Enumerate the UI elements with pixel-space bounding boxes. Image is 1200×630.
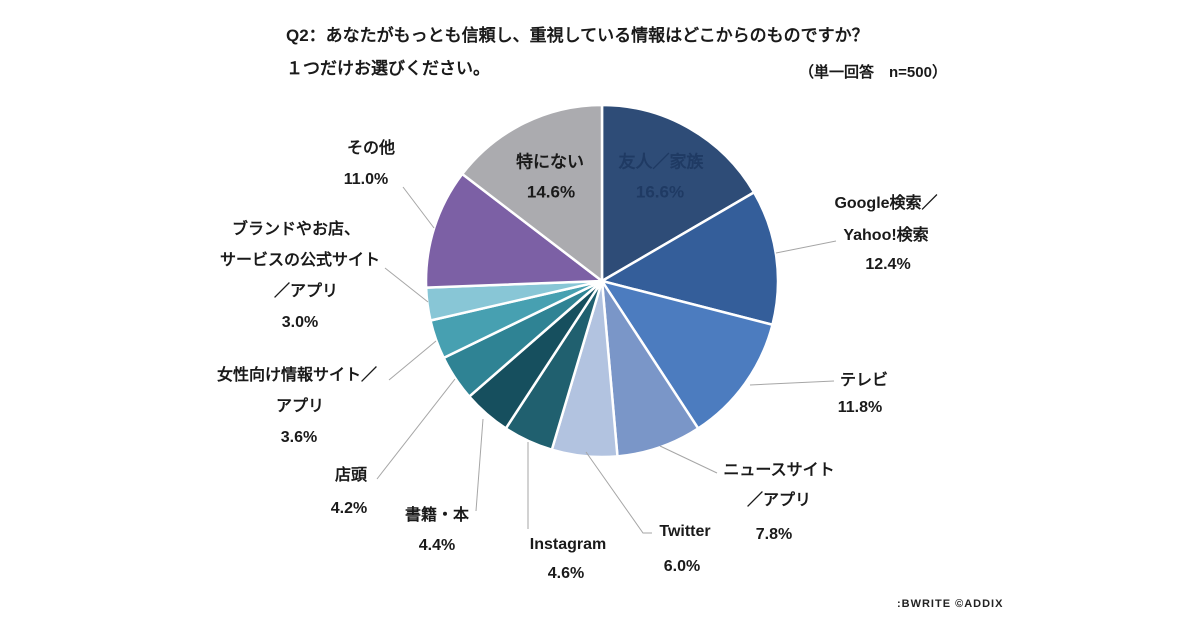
pie-label-4-line-0: Twitter	[659, 523, 711, 540]
pie-label-8-line-1: アプリ	[275, 398, 325, 415]
leader-line-10	[402, 186, 435, 229]
pie-label-7-line-1: 4.2%	[330, 500, 368, 517]
leader-line-4	[585, 451, 652, 534]
pie-label-6-line-0: 書籍・本	[404, 507, 470, 524]
pie-label-1-line-2: 12.4%	[865, 256, 911, 273]
pie-label-3-line-1: ／アプリ	[746, 492, 812, 509]
pie-slice-0	[600, 103, 756, 283]
pie-label-6-line-1: 4.4%	[418, 537, 456, 554]
pie-label-0-line-1: 16.6%	[635, 182, 685, 202]
leader-line-7	[376, 378, 456, 480]
pie-label-1-line-0: Google検索／	[834, 195, 938, 212]
pie-label-7-line-0: 店頭	[334, 467, 368, 484]
pie-label-9-line-1: サービスの公式サイト	[219, 252, 381, 269]
pie-label-9-line-0: ブランドやお店、	[231, 221, 361, 238]
pie-label-10-line-1: 11.0%	[343, 171, 389, 188]
pie-label-8-line-0: 女性向け情報サイト／	[216, 367, 378, 384]
leader-line-1	[775, 240, 837, 254]
chart-title-line-2: １つだけお選びください。	[286, 59, 490, 78]
source-credit: :BWRITE ©ADDIX	[897, 598, 1004, 610]
pie-label-3-line-0: ニュースサイト	[723, 462, 835, 479]
leader-line-8	[388, 340, 437, 381]
pie-slice-11	[461, 103, 604, 283]
pie-label-10-line-0: その他	[346, 140, 396, 157]
pie-label-4-line-1: 6.0%	[663, 558, 701, 575]
leader-line-6	[475, 418, 484, 512]
pie-label-11-line-1: 14.6%	[526, 182, 576, 202]
leader-line-2	[749, 380, 835, 386]
pie-label-0-line-0: 友人／家族	[618, 152, 704, 172]
pie-label-2-line-0: テレビ	[839, 372, 889, 389]
pie-label-11-line-0: 特にない	[516, 152, 584, 172]
leader-line-3	[659, 445, 718, 474]
pie-label-3-line-2: 7.8%	[755, 526, 793, 543]
pie-label-8-line-2: 3.6%	[280, 429, 318, 446]
pie-label-9-line-2: ／アプリ	[273, 283, 339, 300]
pie-label-5-line-0: Instagram	[529, 536, 607, 553]
leader-line-9	[384, 267, 429, 303]
pie-label-5-line-1: 4.6%	[547, 565, 585, 582]
pie-label-1-line-1: Yahoo!検索	[843, 227, 929, 244]
chart-title-line-1: Q2：あなたがもっとも信頼し、重視している情報はどこからのものですか？	[286, 26, 869, 45]
pie-slice-2	[600, 279, 774, 430]
survey-answer-note: （単一回答 n=500）	[799, 64, 947, 81]
pie-label-9-line-3: 3.0%	[281, 314, 319, 331]
pie-label-2-line-1: 11.8%	[837, 399, 883, 416]
